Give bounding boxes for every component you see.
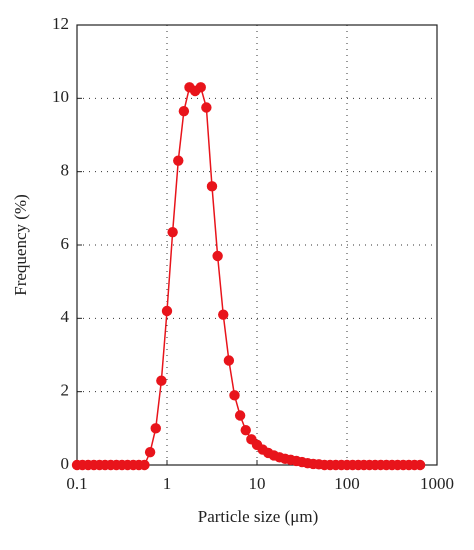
plot-frame	[76, 24, 438, 466]
data-point	[178, 105, 190, 117]
data-point	[414, 459, 426, 471]
y-tick-label: 8	[61, 161, 70, 180]
x-tick-label: 100	[334, 474, 360, 493]
y-axis-label: Frequency (%)	[11, 194, 30, 296]
y-tick-label: 2	[61, 381, 70, 400]
x-tick-label: 10	[249, 474, 266, 493]
data-point	[212, 250, 223, 262]
data-point	[223, 355, 235, 366]
data-point	[167, 226, 178, 238]
x-tick-label: 1000	[420, 474, 454, 493]
data-point	[229, 390, 240, 401]
y-tick-label: 12	[52, 14, 69, 33]
x-axis-label: Particle size (μm)	[198, 507, 319, 526]
y-tick-label: 4	[61, 307, 70, 326]
y-tick-label: 0	[61, 454, 70, 473]
data-point	[150, 423, 161, 434]
data-point	[156, 375, 167, 386]
data-point	[161, 305, 173, 317]
x-tick-label: 0.1	[66, 474, 87, 493]
data-point	[144, 446, 156, 458]
data-point	[173, 155, 184, 166]
data-line	[77, 86, 421, 466]
y-tick-label: 6	[61, 234, 70, 253]
data-point	[240, 424, 251, 436]
data-point	[218, 309, 229, 320]
data-point	[201, 102, 212, 113]
x-tick-label: 1	[163, 474, 172, 493]
data-point	[139, 459, 150, 471]
y-tick-label: 10	[52, 87, 69, 106]
data-point	[234, 410, 246, 421]
data-point	[195, 82, 206, 93]
data-point	[206, 181, 218, 192]
